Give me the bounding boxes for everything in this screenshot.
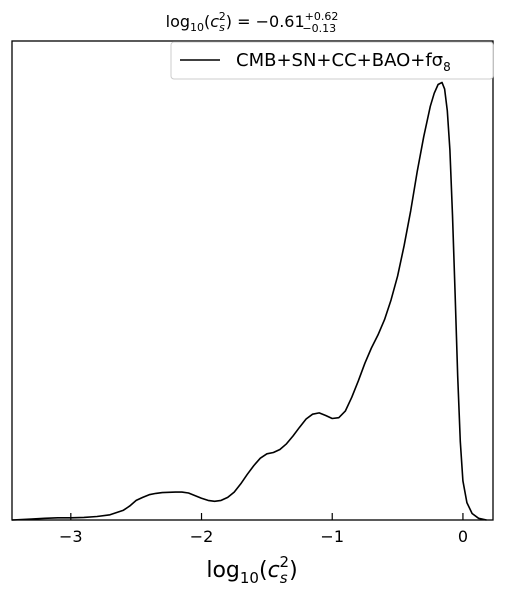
series-line-0	[11, 81, 487, 521]
series-layer	[11, 81, 487, 521]
legend-label: CMB+SN+CC+BAO+fσ8	[236, 50, 451, 74]
x-tick-label-2: −1	[320, 527, 344, 546]
chart-title: log10(cs2) = −0.61+0.62 −0.13	[166, 10, 339, 35]
legend-box	[170, 41, 494, 80]
x-tick-label-3: 0	[458, 527, 468, 546]
x-axis-label: log10(cs2)	[206, 553, 297, 587]
legend: CMB+SN+CC+BAO+fσ8	[170, 41, 494, 80]
plot-area	[11, 40, 494, 521]
x-tick-label-0: −3	[59, 527, 83, 546]
x-axis-ticks: −3 −2 −1 0	[59, 513, 468, 546]
x-tick-label-1: −2	[190, 527, 214, 546]
